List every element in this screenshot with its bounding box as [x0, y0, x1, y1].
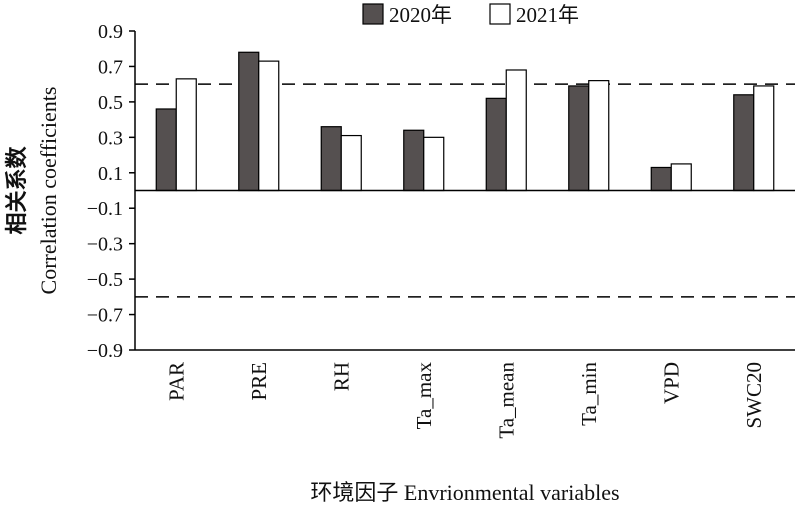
- bar-series-2-pre: [258, 60, 280, 192]
- bar-series-2-vpd: [670, 163, 692, 192]
- x-category-label: PRE: [247, 362, 271, 401]
- y-axis: 0.9 0.7 0.5 0.3 0.1 −0.1 −0.3 −0.5 −0.7 −0.9: [87, 21, 136, 362]
- y-tick-label: −0.5: [87, 269, 123, 291]
- y-tick-label: 0.1: [98, 163, 123, 185]
- bar-series-2-swc20: [753, 85, 775, 192]
- y-tick-label: −0.1: [87, 198, 123, 220]
- legend-swatch-2: [489, 3, 511, 25]
- legend-label-1: 2020年: [389, 3, 452, 27]
- bar-series-1-ta_mean: [485, 97, 507, 192]
- x-category-label: PAR: [164, 362, 188, 401]
- y-tick-label: 0.9: [98, 21, 123, 43]
- x-category-label: Ta_min: [577, 362, 601, 426]
- y-tick-label: 0.5: [98, 92, 123, 114]
- bar-series-2-ta_max: [423, 136, 445, 192]
- x-axis: PAR PRE RH Ta_max Ta_mean Ta_min VPD SWC20: [135, 189, 795, 439]
- bar-series-1-par: [155, 108, 177, 192]
- bar-series-2-ta_min: [588, 80, 610, 192]
- legend-label-2: 2021年: [516, 3, 579, 27]
- bar-series-1-ta_min: [568, 85, 590, 192]
- x-category-label: RH: [329, 362, 353, 391]
- y-tick-label: −0.9: [87, 340, 123, 362]
- x-category-label: VPD: [659, 362, 683, 404]
- y-tick-label: 0.3: [98, 127, 123, 149]
- y-tick-label: 0.7: [98, 56, 123, 78]
- legend: 2020年 2021年: [362, 3, 579, 27]
- y-axis-title-en: Correlation coefficients: [36, 87, 61, 295]
- x-axis-title: 环境因子 Envrionmental variables: [310, 480, 619, 505]
- bar-series-2-ta_mean: [505, 69, 527, 192]
- x-category-label: Ta_max: [412, 362, 436, 430]
- bar-series-1-rh: [320, 126, 342, 192]
- bar-series-2-rh: [340, 134, 362, 192]
- y-tick-label: −0.7: [87, 305, 123, 327]
- legend-swatch-1: [362, 3, 384, 25]
- x-category-label: SWC20: [742, 362, 766, 429]
- bar-series-1-vpd: [650, 166, 672, 192]
- bar-series-1-pre: [238, 51, 260, 192]
- axis-labels: 相关系数 Correlation coefficients 环境因子 Envrion…: [4, 87, 620, 505]
- bar-series-1-swc20: [733, 94, 755, 192]
- bar-series-2-par: [175, 78, 197, 192]
- y-axis-title-cn: 相关系数: [4, 146, 29, 235]
- bar-series-1-ta_max: [403, 129, 425, 192]
- y-tick-label: −0.3: [87, 234, 123, 256]
- x-category-label: Ta_mean: [494, 362, 518, 439]
- bars: [155, 51, 775, 192]
